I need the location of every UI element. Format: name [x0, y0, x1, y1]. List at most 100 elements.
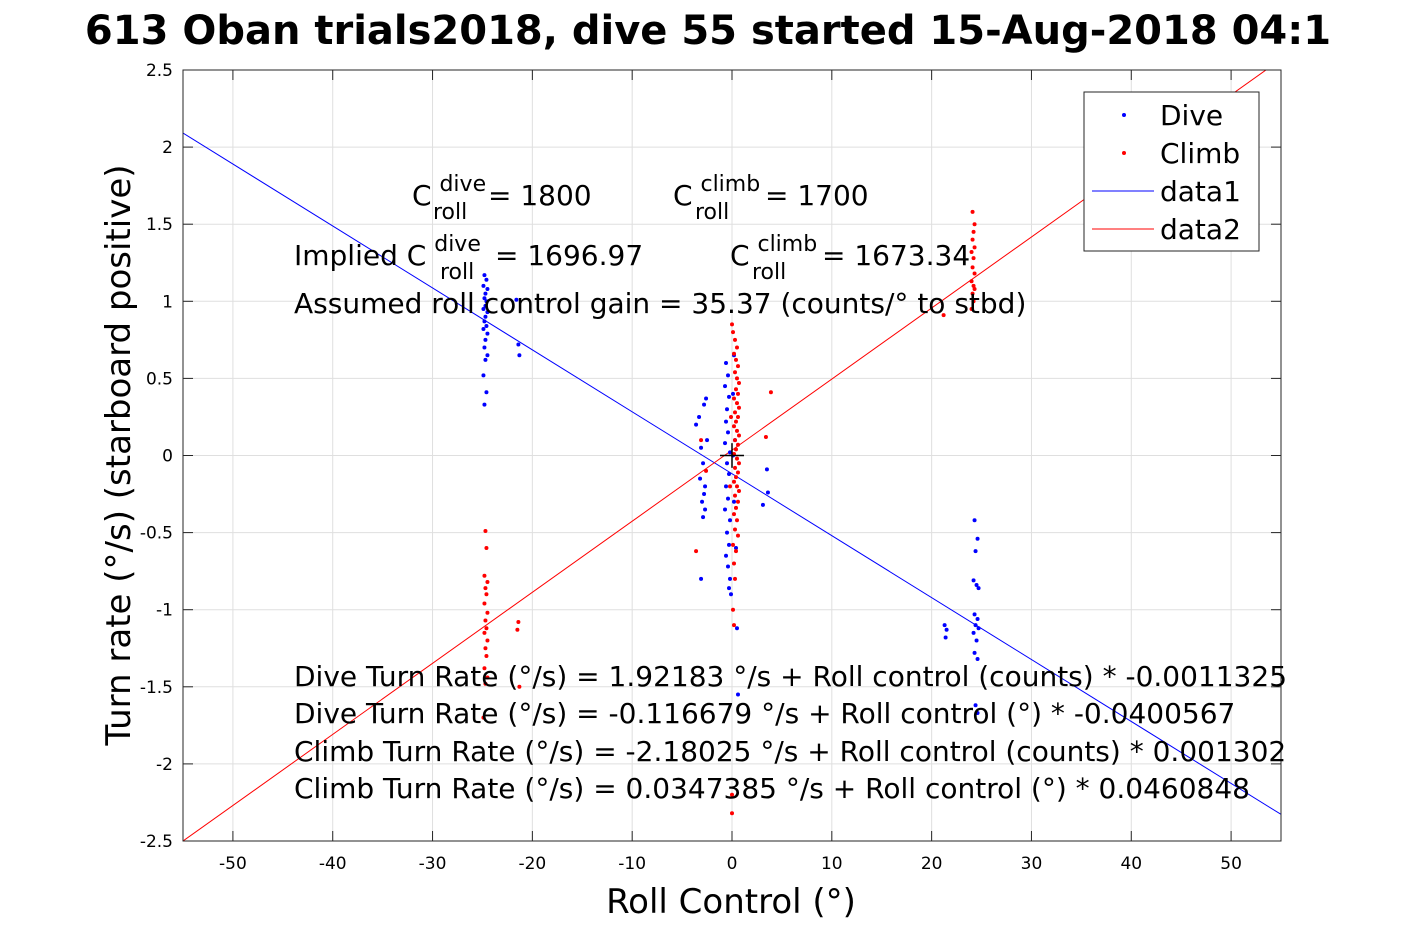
series-layer: [183, 70, 1281, 841]
data-point-climb: [731, 512, 736, 517]
data-point-climb: [972, 245, 977, 250]
data-point-dive: [704, 396, 709, 401]
implied-climb-value: = 1673.34: [822, 239, 970, 272]
data-point-dive: [700, 499, 705, 504]
data-point-climb: [735, 499, 740, 504]
y-tick-label: 2: [162, 138, 173, 158]
data-point-climb: [515, 627, 520, 632]
data-point-climb: [969, 307, 974, 312]
data-point-climb: [736, 433, 741, 438]
data-point-climb: [736, 461, 741, 466]
data-point-dive: [723, 441, 728, 446]
data-point-dive: [972, 650, 977, 655]
tick-labels: -50 -40 -30 -20 -10 0 10 20 30 40 50-2.5-2-1.5-1-0…: [140, 61, 1242, 874]
data-point-climb: [731, 479, 736, 484]
legend-data2-label: data2: [1160, 213, 1241, 246]
data-point-climb: [485, 610, 490, 615]
c-dive-subscript: roll: [433, 200, 467, 225]
data-point-dive: [975, 616, 980, 621]
data-point-dive: [481, 327, 486, 332]
x-tick-label: -40: [319, 854, 347, 874]
data-point-climb: [735, 414, 740, 419]
data-point-climb: [517, 684, 522, 689]
data-point-climb: [694, 549, 699, 554]
data-point-dive: [699, 445, 704, 450]
data-point-dive: [971, 630, 976, 635]
data-point-dive: [694, 422, 699, 427]
c-dive-letter: C: [412, 179, 432, 212]
x-tick-label: 50: [1220, 854, 1242, 874]
data-point-climb: [734, 401, 739, 406]
data-point-dive: [483, 303, 488, 308]
data-point-dive: [733, 546, 738, 551]
data-point-dive: [764, 467, 769, 472]
data-point-dive: [724, 553, 729, 558]
series-line-data1: [183, 132, 1281, 815]
data-point-climb: [970, 291, 975, 296]
data-point-dive: [482, 402, 487, 407]
data-point-climb: [735, 364, 740, 369]
data-point-dive: [698, 476, 703, 481]
data-point-climb: [731, 396, 736, 401]
x-tick-label: 20: [921, 854, 943, 874]
data-point-climb: [732, 410, 737, 415]
data-point-dive: [973, 703, 978, 708]
data-point-dive: [974, 638, 979, 643]
data-point-dive: [482, 296, 487, 301]
data-point-dive: [765, 490, 770, 495]
data-point-dive: [724, 360, 729, 365]
data-point-dive: [727, 394, 732, 399]
data-point-climb: [484, 592, 489, 597]
implied-label: Implied C: [294, 239, 426, 272]
data-point-dive: [976, 626, 981, 631]
data-point-climb: [735, 533, 740, 538]
data-point-dive: [702, 492, 707, 497]
implied-dive-value: = 1696.97: [495, 239, 643, 272]
data-point-dive: [481, 283, 486, 288]
data-point-dive: [703, 484, 708, 489]
implied-dive-subscript: roll: [440, 260, 474, 285]
implied-dive-superscript: dive: [434, 232, 481, 257]
data-point-climb: [733, 475, 738, 480]
x-tick-label: 40: [1120, 854, 1142, 874]
data-point-climb: [734, 376, 739, 381]
data-point-climb: [972, 286, 977, 291]
annotation-roll-gain: Assumed roll control gain = 35.37 (count…: [294, 287, 1026, 320]
data-point-dive: [974, 583, 979, 588]
data-point-climb: [970, 237, 975, 242]
data-point-dive: [723, 384, 728, 389]
data-point-dive: [728, 518, 733, 523]
data-point-climb: [482, 630, 487, 635]
data-point-climb: [970, 265, 975, 270]
data-point-climb: [731, 561, 736, 566]
data-point-dive: [725, 461, 730, 466]
data-point-climb: [484, 626, 489, 631]
implied-climb-letter: C: [730, 239, 750, 272]
data-point-climb: [730, 322, 734, 327]
data-point-climb: [482, 666, 487, 671]
data-point-dive: [760, 502, 765, 507]
data-point-dive: [725, 530, 730, 535]
data-point-dive: [514, 297, 519, 302]
data-point-climb: [734, 518, 739, 523]
data-point-climb: [732, 438, 737, 443]
data-point-dive: [482, 345, 487, 350]
data-point-dive: [483, 337, 488, 342]
data-point-climb: [729, 414, 734, 419]
y-tick-label: 1.5: [146, 215, 173, 235]
axes: [182, 69, 1282, 842]
data-point-climb: [730, 792, 734, 797]
y-tick-label: -2: [156, 755, 173, 775]
data-point-climb: [485, 638, 490, 643]
data-point-climb: [971, 299, 976, 304]
legend-data1-label: data1: [1160, 175, 1241, 208]
data-point-climb: [736, 381, 741, 386]
data-point-dive: [726, 373, 731, 378]
data-point-dive: [701, 515, 706, 520]
data-point-climb: [482, 573, 487, 578]
data-point-climb: [972, 271, 977, 276]
data-point-climb: [941, 313, 946, 318]
x-tick-label: -20: [518, 854, 546, 874]
data-point-dive: [944, 627, 949, 632]
data-point-dive: [975, 657, 980, 662]
